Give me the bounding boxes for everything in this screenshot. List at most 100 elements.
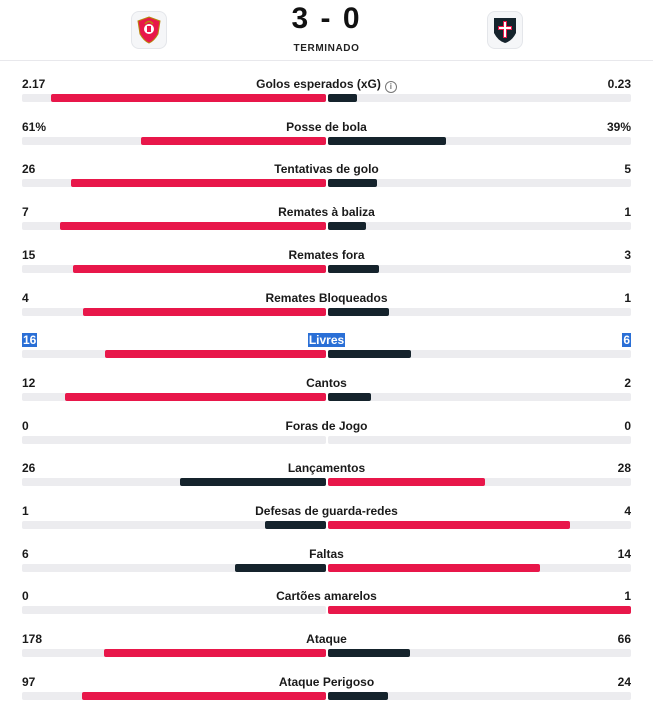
- away-bar-fill: [328, 350, 411, 358]
- stat-label: Foras de Jogo: [0, 419, 653, 434]
- stat-label-text: Foras de Jogo: [285, 419, 368, 433]
- stat-label-text: Livres: [307, 333, 346, 347]
- away-bar-track: [328, 436, 631, 444]
- home-bar-fill: [51, 94, 326, 102]
- stat-home-value: 4: [22, 291, 29, 306]
- home-bar-track: [22, 521, 326, 529]
- stat-away-value-text: 28: [617, 461, 631, 475]
- stat-home-value-text: 1: [22, 504, 29, 518]
- stat-home-value: 26: [22, 162, 35, 177]
- stat-label: Defesas de guarda-redes: [0, 504, 653, 519]
- stat-away-value: 14: [618, 547, 631, 562]
- stat-label-text: Golos esperados (xG): [256, 77, 381, 91]
- info-icon[interactable]: i: [384, 81, 397, 93]
- stat-home-value: 12: [22, 376, 35, 391]
- stat-home-value-text: 26: [22, 162, 36, 176]
- stat-label-text: Cantos: [306, 376, 347, 390]
- stat-home-value-text: 4: [22, 291, 29, 305]
- stat-label-text: Ataque Perigoso: [278, 675, 375, 689]
- stat-label: Remates fora: [0, 248, 653, 263]
- stat-home-value: 178: [22, 632, 42, 647]
- stat-away-value: 1: [624, 589, 631, 604]
- stat-home-value-text: 0: [22, 589, 29, 603]
- stat-home-value-text: 12: [22, 376, 36, 390]
- stat-away-value: 5: [624, 162, 631, 177]
- home-bar-fill: [104, 649, 326, 657]
- match-header: 3 - 0 TERMINADO: [0, 0, 653, 60]
- stat-label: Remates à baliza: [0, 205, 653, 220]
- stat-away-value-text: 39%: [606, 120, 631, 134]
- stat-label-text: Defesas de guarda-redes: [255, 504, 398, 518]
- away-bar-track: [328, 692, 631, 700]
- stat-label-text: Posse de bola: [286, 120, 367, 134]
- away-bar-fill: [328, 692, 388, 700]
- home-bar-track: [22, 436, 326, 444]
- away-bar-track: [328, 222, 631, 230]
- home-bar-track: [22, 649, 326, 657]
- stat-label: Livres: [0, 333, 653, 348]
- stat-away-value: 4: [624, 504, 631, 519]
- home-bar-fill: [141, 137, 326, 145]
- stat-away-value: 2: [624, 376, 631, 391]
- away-bar-fill: [328, 179, 377, 187]
- home-bar-track: [22, 137, 326, 145]
- casa-pia-crest-icon: [494, 18, 516, 43]
- stat-label: Cartões amarelos: [0, 589, 653, 604]
- home-team-crest[interactable]: [131, 11, 167, 49]
- away-bar-track: [328, 606, 631, 614]
- stat-away-value-text: 0: [624, 419, 631, 433]
- stat-away-value: 1: [624, 291, 631, 306]
- home-bar-track: [22, 564, 326, 572]
- stat-label-text: Remates à baliza: [278, 205, 375, 219]
- stat-home-value-text: 2.17: [22, 77, 46, 91]
- home-bar-fill: [265, 521, 326, 529]
- home-bar-fill: [82, 692, 326, 700]
- stat-row: 61% Posse de bola 39%: [0, 120, 653, 162]
- stat-away-value-text: 1: [624, 205, 631, 219]
- stat-away-value: 66: [618, 632, 631, 647]
- away-bar-fill: [328, 478, 485, 486]
- stat-home-value: 1: [22, 504, 29, 519]
- stat-row: 4 Remates Bloqueados 1: [0, 291, 653, 333]
- stat-label-text: Ataque: [306, 632, 347, 646]
- stat-label: Golos esperados (xG) i: [0, 77, 653, 93]
- stat-label-text: Cartões amarelos: [276, 589, 377, 603]
- stat-label: Cantos: [0, 376, 653, 391]
- stat-home-value: 15: [22, 248, 35, 263]
- home-bar-track: [22, 393, 326, 401]
- stat-away-value: 3: [624, 248, 631, 263]
- stat-away-value-text: 3: [624, 248, 631, 262]
- stat-home-value-text: 7: [22, 205, 29, 219]
- stat-label-text: Lançamentos: [287, 461, 366, 475]
- stat-home-value-text: 26: [22, 461, 36, 475]
- home-bar-track: [22, 692, 326, 700]
- stat-label: Lançamentos: [0, 461, 653, 476]
- stat-label: Posse de bola: [0, 120, 653, 135]
- stat-away-value-text: 0.23: [607, 77, 631, 91]
- away-bar-track: [328, 521, 631, 529]
- stat-home-value: 0: [22, 419, 29, 434]
- away-bar-fill: [328, 521, 570, 529]
- away-bar-fill: [328, 649, 410, 657]
- home-bar-track: [22, 94, 326, 102]
- away-team-crest[interactable]: [487, 11, 523, 49]
- stat-away-value-text: 14: [617, 547, 631, 561]
- home-bar-fill: [180, 478, 326, 486]
- home-bar-track: [22, 478, 326, 486]
- stat-row: 26 Lançamentos 28: [0, 461, 653, 503]
- stat-label-text: Tentativas de golo: [274, 162, 379, 176]
- stat-away-value-text: 24: [617, 675, 631, 689]
- home-bar-track: [22, 265, 326, 273]
- stat-row: 0 Foras de Jogo 0: [0, 419, 653, 461]
- stat-away-value-text: 2: [624, 376, 631, 390]
- home-bar-fill: [105, 350, 326, 358]
- stat-away-value: 39%: [607, 120, 631, 135]
- home-bar-track: [22, 308, 326, 316]
- stat-label-text: Remates Bloqueados: [265, 291, 388, 305]
- stat-row: 97 Ataque Perigoso 24: [0, 675, 653, 717]
- stat-label: Remates Bloqueados: [0, 291, 653, 306]
- away-bar-track: [328, 564, 631, 572]
- stat-label-text: Faltas: [309, 547, 344, 561]
- home-bar-fill: [73, 265, 326, 273]
- stat-home-value: 97: [22, 675, 35, 690]
